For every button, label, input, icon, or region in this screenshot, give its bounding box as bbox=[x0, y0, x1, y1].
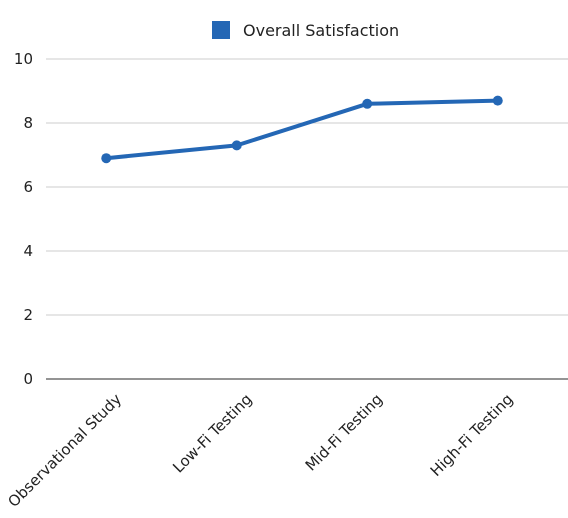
gridlines bbox=[46, 58, 568, 316]
y-tick-label-8: 8 bbox=[23, 114, 33, 132]
y-axis-ticks: 0 2 4 6 8 10 bbox=[14, 50, 33, 388]
x-category-label: Observational Study bbox=[4, 390, 125, 511]
legend-swatch bbox=[212, 21, 230, 39]
y-tick-label-10: 10 bbox=[14, 50, 33, 68]
x-category-label: Low-Fi Testing bbox=[169, 390, 255, 476]
legend-label: Overall Satisfaction bbox=[243, 21, 399, 40]
legend: Overall Satisfaction bbox=[212, 21, 399, 40]
data-point bbox=[492, 95, 503, 106]
y-tick-label-4: 4 bbox=[23, 242, 33, 260]
data-point bbox=[362, 98, 373, 109]
series-line-0 bbox=[104, 98, 500, 161]
y-tick-label-0: 0 bbox=[23, 370, 33, 388]
y-tick-label-6: 6 bbox=[23, 178, 33, 196]
x-axis-labels: Observational Study Low-Fi Testing Mid-Fi … bbox=[4, 390, 516, 511]
data-point bbox=[101, 153, 112, 164]
series-layer bbox=[101, 95, 503, 164]
y-tick-label-2: 2 bbox=[23, 306, 33, 324]
x-category-label: High-Fi Testing bbox=[427, 390, 517, 480]
x-category-label: Mid-Fi Testing bbox=[302, 390, 386, 474]
data-point bbox=[231, 140, 242, 151]
